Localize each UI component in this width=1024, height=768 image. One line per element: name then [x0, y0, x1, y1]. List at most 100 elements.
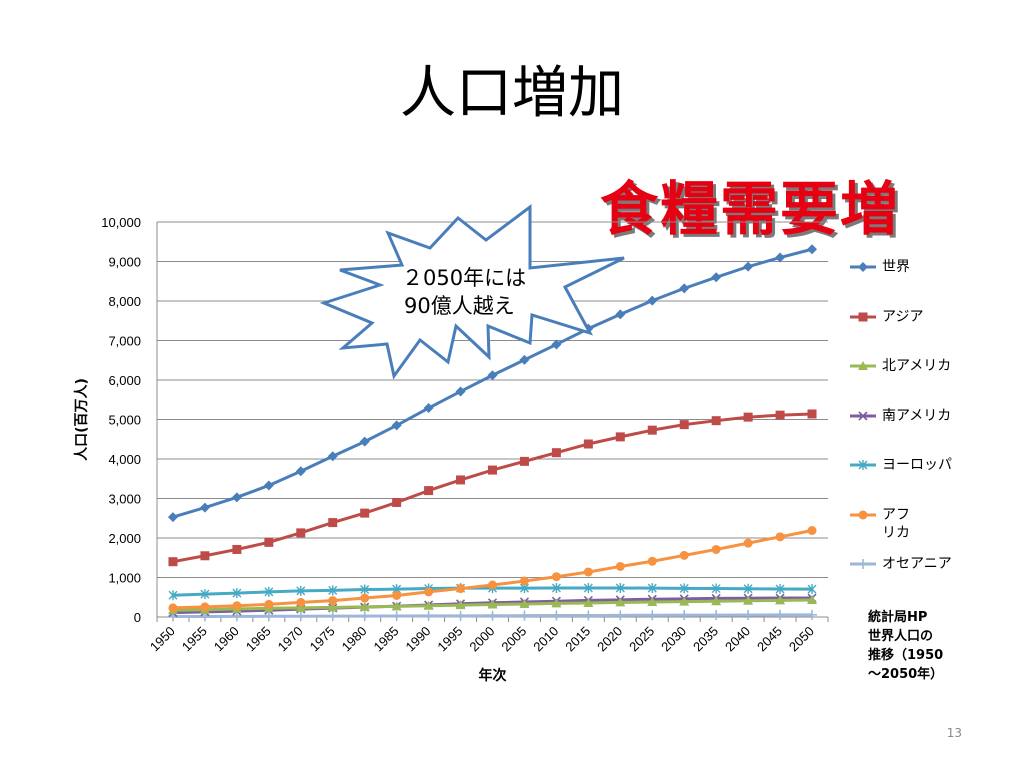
data-point	[807, 244, 818, 255]
data-point	[391, 611, 402, 622]
data-point	[232, 544, 242, 554]
data-point	[583, 597, 594, 607]
y-tick-label: 0	[134, 610, 141, 625]
burst-shape	[319, 204, 625, 380]
x-tick-label: 2010	[530, 623, 561, 654]
data-point	[679, 583, 689, 594]
data-point	[295, 611, 306, 622]
y-tick-label: 7,000	[108, 334, 141, 349]
data-point	[456, 584, 466, 594]
data-point	[391, 420, 402, 431]
x-tick-label: 1960	[211, 623, 242, 654]
data-point	[615, 610, 626, 621]
y-tick-label: 5,000	[108, 413, 141, 428]
legend-label: アフ リカ	[882, 506, 910, 541]
legend-label: 南アメリカ	[882, 407, 952, 424]
data-point	[743, 595, 754, 605]
legend-swatch	[850, 510, 876, 519]
x-tick-label: 2015	[562, 623, 593, 654]
data-point	[328, 596, 338, 606]
y-tick-label: 6,000	[108, 373, 141, 388]
y-tick-label: 4,000	[108, 452, 141, 467]
data-point	[807, 584, 817, 595]
legend-item: ヨーロッパ	[848, 456, 968, 496]
legend-marker	[858, 410, 868, 421]
data-point	[679, 283, 690, 294]
data-point	[423, 600, 434, 610]
data-point	[711, 416, 721, 426]
data-point	[647, 610, 658, 621]
data-point	[423, 610, 434, 621]
data-point	[488, 580, 497, 590]
x-tick-label: 1990	[402, 623, 433, 654]
y-tick-label: 1,000	[108, 571, 141, 586]
data-point	[583, 567, 593, 577]
legend-swatch	[850, 262, 876, 272]
data-point	[583, 439, 593, 449]
legend-label: 北アメリカ	[882, 358, 952, 374]
legend-swatch	[850, 460, 876, 470]
legend-label: アジア	[882, 308, 924, 325]
data-point	[711, 596, 722, 606]
legend-item: アフ リカ	[848, 506, 968, 546]
data-point	[167, 512, 178, 523]
data-point	[231, 492, 242, 503]
data-point	[551, 448, 561, 458]
data-point	[583, 610, 594, 621]
data-point	[679, 550, 689, 560]
data-point	[423, 403, 434, 414]
data-point	[647, 556, 657, 566]
x-tick-label: 1965	[243, 623, 274, 654]
data-point	[487, 599, 498, 609]
data-point	[679, 420, 689, 430]
data-point	[711, 272, 722, 283]
data-point	[488, 465, 497, 475]
legend-swatch	[850, 559, 876, 569]
data-point	[807, 409, 817, 419]
x-tick-label: 2000	[466, 623, 497, 654]
legend-marker	[858, 312, 868, 321]
y-tick-label: 2,000	[108, 531, 141, 546]
data-point	[359, 611, 370, 622]
source-line: 世界人口の	[868, 629, 934, 644]
x-tick-label: 1950	[147, 623, 178, 654]
legend-marker	[858, 262, 868, 272]
data-point	[551, 582, 561, 593]
x-tick-label: 1995	[434, 623, 465, 654]
source-note: 統計局HP 世界人口の 推移（1950 ～2050年）	[868, 608, 978, 684]
data-point	[519, 576, 529, 586]
data-point	[328, 585, 338, 596]
data-point	[296, 528, 306, 538]
legend-swatch	[850, 410, 876, 421]
data-point	[775, 595, 786, 605]
data-point	[168, 557, 178, 567]
data-point	[200, 602, 210, 612]
legend-label: オセアニア	[882, 556, 952, 572]
data-point	[168, 603, 178, 613]
data-point	[263, 480, 274, 491]
data-point	[551, 598, 562, 608]
x-tick-label: 1955	[179, 623, 210, 654]
slide-title: 人口増加	[400, 61, 624, 126]
data-point	[775, 252, 786, 263]
series-layer	[167, 244, 818, 622]
callout-burst: ２050年には 90億人越え	[319, 204, 625, 380]
data-point	[264, 586, 274, 597]
series-2	[168, 409, 817, 567]
y-tick-label: 9,000	[108, 255, 141, 270]
legend-label: ヨーロッパ	[882, 457, 952, 473]
data-point	[424, 587, 434, 597]
source-line: 推移（1950	[868, 648, 944, 663]
data-point	[711, 610, 722, 621]
x-tick-label: 1970	[275, 623, 306, 654]
data-point	[647, 583, 657, 594]
data-point	[743, 261, 754, 272]
legend-item: オセアニア	[848, 555, 968, 595]
legend-label: 世界	[882, 259, 910, 275]
data-point	[775, 410, 785, 420]
data-point	[295, 466, 306, 477]
data-point	[775, 532, 785, 542]
x-tick-label: 2005	[498, 623, 529, 654]
data-point	[232, 601, 242, 611]
data-point	[551, 339, 562, 350]
